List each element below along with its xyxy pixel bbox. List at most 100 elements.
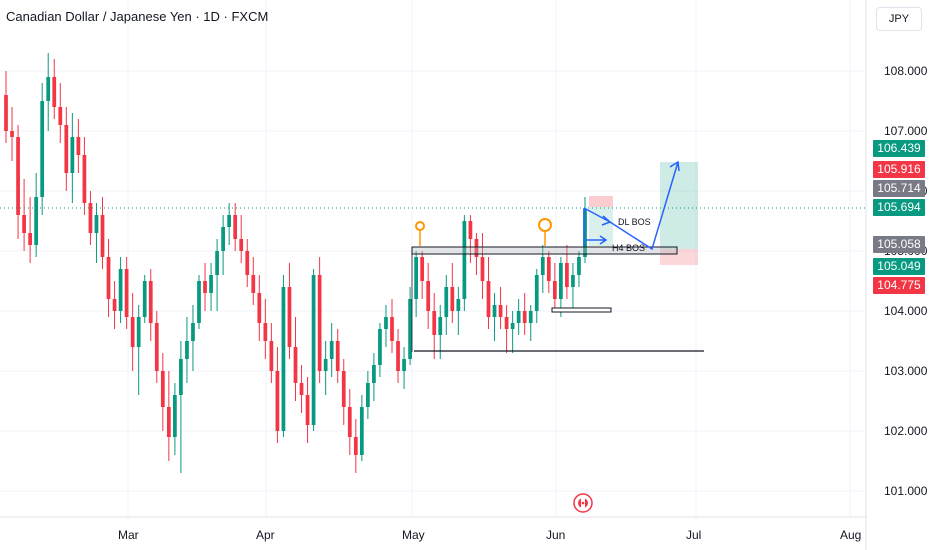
candle-body xyxy=(227,215,232,227)
annotation-dl-bos: DL BOS xyxy=(618,217,651,227)
candle-body xyxy=(100,215,105,257)
candle-body xyxy=(420,257,425,281)
candle-body xyxy=(450,287,455,311)
candle-body xyxy=(426,281,431,311)
candle-body xyxy=(546,257,551,281)
supply-demand-zone[interactable] xyxy=(411,246,678,255)
candle-body xyxy=(438,317,443,335)
candle-body xyxy=(136,317,141,347)
candle-body xyxy=(239,239,244,251)
candle-body xyxy=(10,131,14,137)
candle-body xyxy=(215,251,219,275)
y-tick-label: 104.000 xyxy=(884,304,928,318)
candle-body xyxy=(154,323,159,371)
candle-body xyxy=(70,137,75,173)
candle-body xyxy=(185,341,189,359)
price-label: 106.439 xyxy=(873,140,925,157)
candle-body xyxy=(335,341,340,371)
candle-body xyxy=(160,371,165,407)
annotation-h4-bos: H4 BOS xyxy=(612,243,645,253)
price-label: 105.916 xyxy=(873,161,925,178)
candlestick-series xyxy=(4,53,587,473)
candle-body xyxy=(402,359,406,371)
candle-body xyxy=(323,359,328,371)
candle-body xyxy=(22,215,26,233)
candle-body xyxy=(293,347,298,383)
candle-body xyxy=(148,281,153,323)
candle-body xyxy=(583,209,587,257)
candle-body xyxy=(432,311,437,335)
candle-body xyxy=(82,155,87,203)
candle-body xyxy=(269,341,274,371)
currency-button[interactable]: JPY xyxy=(876,7,922,31)
candle-body xyxy=(540,257,545,275)
candle-body xyxy=(263,323,268,341)
chart-title: Canadian Dollar / Japanese Yen · 1D · FX… xyxy=(6,9,269,24)
candle-body xyxy=(281,287,286,431)
candle-body xyxy=(571,275,575,287)
candle-body xyxy=(504,317,509,329)
candle-body xyxy=(577,257,581,275)
y-tick-label: 102.000 xyxy=(884,424,928,438)
candle-body xyxy=(52,77,57,107)
candle-body xyxy=(245,251,250,275)
candle-body xyxy=(474,239,479,257)
candle-body xyxy=(257,293,262,323)
price-label: 105.694 xyxy=(873,199,925,216)
bos-arrow-h4[interactable] xyxy=(586,235,608,245)
candle-body xyxy=(353,437,358,455)
candle-body xyxy=(498,305,503,317)
x-tick-label: Jul xyxy=(686,528,702,542)
candle-body xyxy=(251,275,256,293)
candle-body xyxy=(203,281,207,293)
candle-body xyxy=(221,227,225,251)
candle-body xyxy=(106,257,111,299)
candle-body xyxy=(456,299,461,311)
candle-body xyxy=(396,341,400,371)
candle-body xyxy=(528,311,533,323)
y-tick-label: 101.000 xyxy=(884,484,928,498)
candle-body xyxy=(16,137,20,215)
projection-arrow[interactable] xyxy=(609,160,680,251)
x-tick-label: Apr xyxy=(256,528,275,542)
candle-body xyxy=(468,221,473,239)
candle-body xyxy=(209,275,213,293)
candle-body xyxy=(287,287,292,347)
candle-body xyxy=(191,323,195,341)
pivot-marker-2 xyxy=(538,218,552,232)
candle-body xyxy=(275,371,280,431)
position-profit-zone[interactable] xyxy=(660,162,698,249)
candle-body xyxy=(317,275,322,371)
candle-body xyxy=(372,365,376,383)
demand-zone-small[interactable] xyxy=(551,307,612,313)
candle-body xyxy=(197,281,201,323)
y-tick-label: 107.000 xyxy=(884,124,928,138)
x-tick-label: Aug xyxy=(840,528,862,542)
candle-body xyxy=(166,407,171,437)
x-tick-label: Jun xyxy=(546,528,566,542)
candle-body xyxy=(444,287,449,317)
y-tick-label: 103.000 xyxy=(884,364,928,378)
price-label: 105.049 xyxy=(873,258,925,275)
candle-body xyxy=(4,95,8,131)
candle-body xyxy=(118,269,123,311)
candle-body xyxy=(329,341,334,359)
small-stop-zone[interactable] xyxy=(589,196,613,207)
candle-body xyxy=(534,275,539,311)
position-stop-zone[interactable] xyxy=(660,249,698,265)
candle-body xyxy=(347,407,352,437)
candle-body xyxy=(112,299,117,311)
candle-body xyxy=(522,311,527,323)
candle-body xyxy=(552,281,557,299)
candle-body xyxy=(480,257,485,281)
canada-flag-leaf xyxy=(581,501,585,505)
candle-body xyxy=(142,281,147,317)
candle-body xyxy=(94,215,99,233)
grid-lines xyxy=(0,0,866,517)
candle-body xyxy=(40,101,45,197)
candle-body xyxy=(179,359,183,395)
price-label: 105.058 xyxy=(873,236,925,253)
candle-body xyxy=(173,395,177,437)
candle-body xyxy=(28,233,32,245)
